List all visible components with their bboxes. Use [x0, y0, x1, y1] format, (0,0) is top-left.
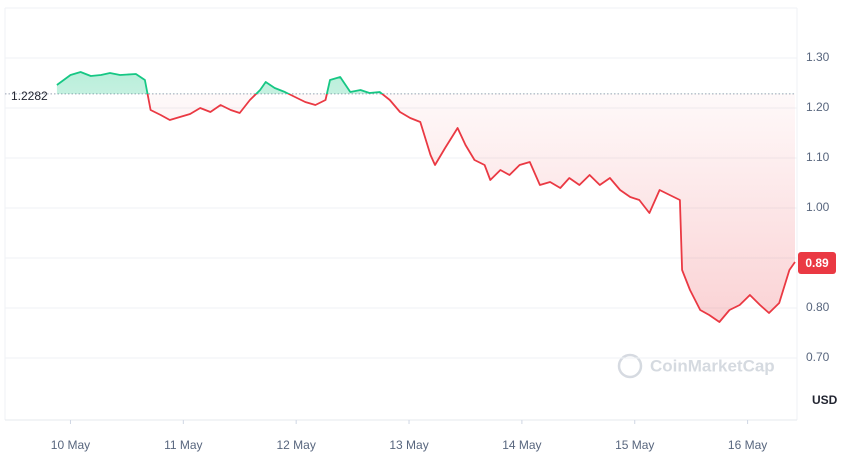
y-tick-label: 1.10	[806, 150, 830, 164]
watermark-text: CoinMarketCap	[650, 356, 775, 375]
unit-label: USD	[812, 393, 838, 407]
y-tick-label: 0.70	[806, 350, 830, 364]
x-tick-label: 11 May	[164, 438, 202, 452]
y-tick-label: 0.80	[806, 300, 830, 314]
watermark-logo	[617, 353, 643, 379]
area-fill	[56, 72, 795, 322]
y-tick-label: 1.20	[806, 100, 830, 114]
last-price-label: 0.89	[805, 256, 829, 270]
x-tick-label: 12 May	[276, 438, 315, 452]
y-tick-label: 1.00	[806, 200, 830, 214]
x-tick-label: 10 May	[51, 438, 90, 452]
x-tick-label: 13 May	[389, 438, 428, 452]
x-tick-label: 15 May	[615, 438, 654, 452]
baseline-label: 1.2282	[11, 89, 48, 103]
y-tick-label: 1.30	[806, 50, 830, 64]
watermark: CoinMarketCap	[617, 353, 775, 379]
x-tick-label: 14 May	[502, 438, 541, 452]
last-price-box	[798, 252, 836, 274]
price-line	[56, 71, 796, 323]
x-tick-label: 16 May	[728, 438, 767, 452]
